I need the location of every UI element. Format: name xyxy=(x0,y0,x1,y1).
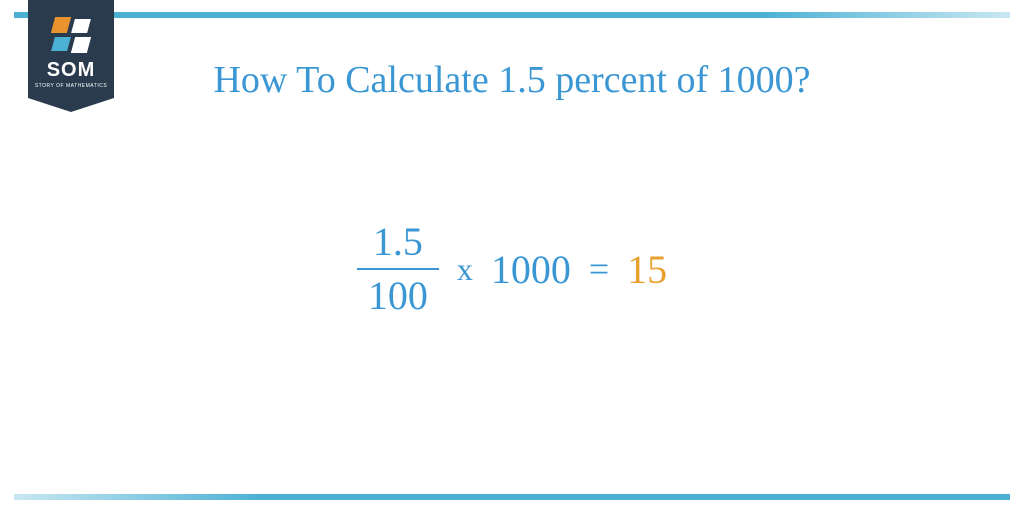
numerator: 1.5 xyxy=(373,220,423,264)
multiply-symbol: x xyxy=(457,251,473,288)
bottom-border xyxy=(14,494,1010,500)
logo-icon xyxy=(53,17,89,53)
page-title: How To Calculate 1.5 percent of 1000? xyxy=(0,58,1024,102)
equation: 1.5 100 x 1000 = 15 xyxy=(0,220,1024,318)
equals-symbol: = xyxy=(589,248,609,290)
top-border xyxy=(14,12,1010,18)
result: 15 xyxy=(627,246,667,293)
denominator: 100 xyxy=(368,274,428,318)
multiplicand: 1000 xyxy=(491,246,571,293)
fraction: 1.5 100 xyxy=(357,220,439,318)
fraction-line xyxy=(357,268,439,270)
